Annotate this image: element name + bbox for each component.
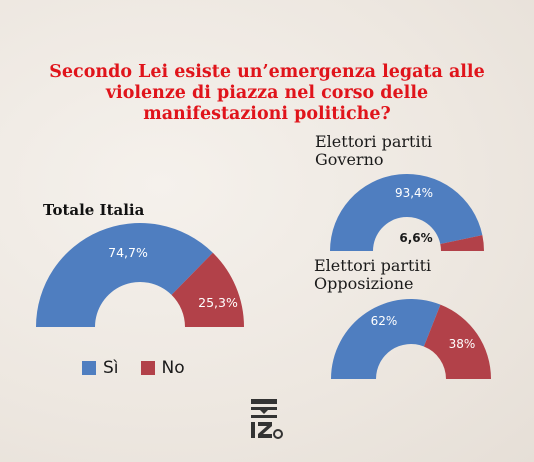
governo-si-segment bbox=[330, 174, 483, 251]
group-title-governo-line2: Governo bbox=[315, 150, 384, 169]
governo-no-segment bbox=[440, 235, 484, 251]
title-line-1: Secondo Lei esiste un’emergenza legata a… bbox=[49, 62, 485, 82]
title-line-3: manifestazioni politiche? bbox=[143, 104, 391, 124]
iz-logo-icon bbox=[251, 399, 283, 439]
totale-si-segment bbox=[36, 222, 213, 327]
opposizione-no-label: 38% bbox=[449, 337, 476, 351]
group-title-governo: Elettori partiti Governo bbox=[315, 133, 432, 169]
title-line-2: violenze di piazza nel corso delle bbox=[105, 83, 429, 103]
chart-title: Secondo Lei esiste un’emergenza legata a… bbox=[20, 62, 514, 125]
opposizione-no-segment bbox=[423, 304, 492, 379]
group-title-opposizione-line2: Opposizione bbox=[314, 274, 414, 293]
legend-label-no: No bbox=[161, 358, 185, 378]
legend-swatch-si bbox=[82, 361, 96, 375]
group-title-totale: Totale Italia bbox=[43, 201, 145, 219]
opposizione-si-label: 62% bbox=[371, 314, 398, 328]
group-title-opposizione-line1: Elettori partiti bbox=[314, 256, 432, 275]
totale-no-segment bbox=[171, 252, 244, 327]
legend-label-si: Sì bbox=[103, 358, 119, 378]
legend: Sì No bbox=[82, 357, 185, 379]
group-title-opposizione: Elettori partiti Opposizione bbox=[314, 257, 431, 293]
opposizione-si-segment bbox=[331, 299, 441, 379]
governo-no-label: 6,6% bbox=[399, 231, 432, 245]
legend-swatch-no bbox=[140, 361, 155, 375]
totale-si-label: 74,7% bbox=[108, 245, 148, 260]
group-title-governo-line1: Elettori partiti bbox=[315, 132, 433, 151]
governo-si-label: 93,4% bbox=[395, 186, 433, 200]
totale-no-label: 25,3% bbox=[198, 295, 238, 310]
